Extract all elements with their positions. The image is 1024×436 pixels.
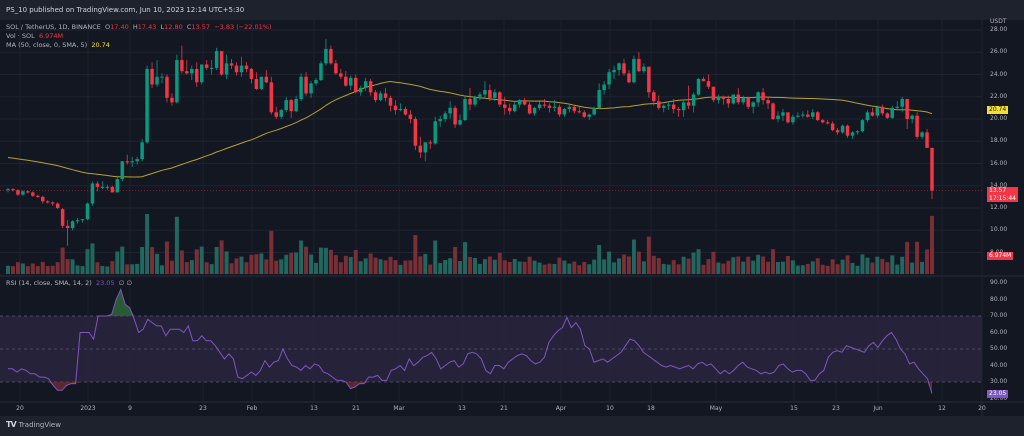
ma-label[interactable]: MA (50, close, 0, SMA, 5) xyxy=(6,41,88,49)
time-axis-label: 21 xyxy=(352,405,360,412)
price-tick: 14.00 xyxy=(990,181,1008,189)
price-tick: 16.00 xyxy=(990,159,1008,167)
currency-label: USDT xyxy=(990,18,1007,25)
price-tick: 20.00 xyxy=(990,115,1008,122)
rsi-tick: 70.00 xyxy=(990,312,1008,319)
time-axis-label: Feb xyxy=(246,405,258,412)
chart-canvas[interactable] xyxy=(0,0,1024,416)
time-axis-label: 23 xyxy=(832,405,840,412)
symbol-legend: SOL / TetherUS, 1D, BINANCE O17.40 H17.4… xyxy=(6,23,272,31)
rsi-label[interactable]: RSI (14, close, SMA, 14, 2) xyxy=(6,279,92,287)
price-tick: 24.00 xyxy=(990,70,1008,78)
time-axis-label: 23 xyxy=(199,405,207,412)
time-axis-label: 13 xyxy=(310,405,318,412)
rsi-tick: 20.00 xyxy=(990,394,1008,402)
price-tick: 10.00 xyxy=(990,226,1008,234)
price-tick: 18.00 xyxy=(990,137,1008,145)
time-axis-label: 10 xyxy=(606,405,614,412)
ma-price-tag: 20.74 xyxy=(987,106,1009,114)
volume-value: 6.974M xyxy=(38,32,64,40)
low-value: 12.80 xyxy=(164,23,183,31)
rsi-tick: 50.00 xyxy=(990,345,1008,352)
rsi-value-tag: 23.05 xyxy=(987,390,1009,398)
time-axis-label: 20 xyxy=(16,405,24,412)
time-axis-label: Apr xyxy=(555,405,567,412)
high-value: 17.43 xyxy=(137,23,157,31)
footer: 𝗧𝗩 TradingView xyxy=(0,416,1024,436)
bar-countdown: 17:15:44 xyxy=(989,194,1016,202)
price-tick: 22.00 xyxy=(990,92,1008,100)
time-axis-label: Mar xyxy=(393,405,405,412)
publish-header: PS_10 published on TradingView.com, Jun … xyxy=(0,0,1024,20)
time-axis-label: 15 xyxy=(790,405,798,412)
time-axis-label: 13 xyxy=(458,405,466,412)
publish-info: PS_10 published on TradingView.com, Jun … xyxy=(6,6,245,14)
time-axis-label: 18 xyxy=(647,405,655,412)
volume-legend: Vol · SOL 6.974M xyxy=(6,32,63,40)
tradingview-logo[interactable]: 𝗧𝗩 TradingView xyxy=(6,420,61,429)
time-axis-label: Jun xyxy=(873,405,883,412)
open-value: 17.40 xyxy=(110,23,129,31)
time-axis-label: 21 xyxy=(500,405,508,412)
volume-tag: 6.974M xyxy=(987,252,1014,260)
time-axis-label: 12 xyxy=(938,405,946,412)
rsi-value: 23.05 xyxy=(95,279,115,287)
price-tick: 28.00 xyxy=(990,26,1008,33)
price-tick: 12.00 xyxy=(990,204,1008,211)
time-axis-label: May xyxy=(709,405,723,412)
time-axis-label: 20 xyxy=(978,405,986,412)
tv-logo-icon: 𝗧𝗩 xyxy=(6,420,17,429)
close-value: 13.57 xyxy=(191,23,211,31)
rsi-tick: 40.00 xyxy=(990,361,1008,369)
change-value: −3.83 (−22.01%) xyxy=(214,23,272,31)
rsi-tick: 30.00 xyxy=(990,378,1008,385)
ma-value: 20.74 xyxy=(91,41,110,49)
rsi-legend: RSI (14, close, SMA, 14, 2) 23.05 ∅ ∅ xyxy=(6,279,133,287)
ma-legend: MA (50, close, 0, SMA, 5) 20.74 xyxy=(6,41,110,49)
time-axis-label: 9 xyxy=(128,405,132,412)
symbol-name[interactable]: SOL / TetherUS, 1D, BINANCE xyxy=(6,23,101,31)
volume-label[interactable]: Vol · SOL xyxy=(6,32,35,40)
rsi-tick: 60.00 xyxy=(990,328,1008,336)
last-price-tag: 13.57 17:15:44 xyxy=(987,187,1018,202)
price-tick: 26.00 xyxy=(990,48,1008,56)
rsi-tick: 80.00 xyxy=(990,295,1008,303)
time-axis-label: 2023 xyxy=(80,405,96,412)
rsi-tick: 90.00 xyxy=(990,279,1008,286)
